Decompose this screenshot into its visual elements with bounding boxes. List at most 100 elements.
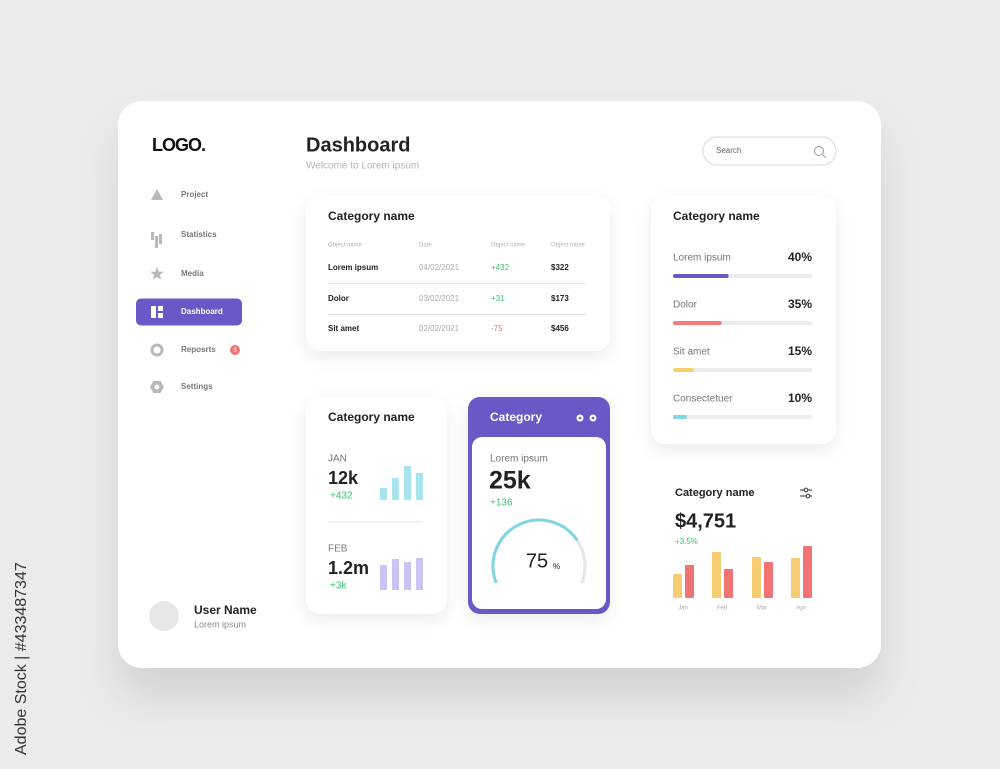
mini-bar	[416, 558, 423, 590]
nav-icon	[150, 267, 164, 280]
nav-icon	[155, 236, 158, 248]
nav-icon	[150, 343, 164, 357]
gauge-inner	[472, 437, 606, 609]
bar	[764, 562, 773, 598]
card-title: Category name	[675, 487, 754, 499]
progress-label: Lorem ipsum	[673, 253, 731, 264]
x-tick-label: Feb	[717, 606, 728, 612]
nav-label[interactable]: Dashboard	[181, 307, 223, 316]
gauge-percent: 75	[526, 550, 548, 572]
stat-change: +3k	[330, 581, 347, 592]
revenue-change: +3.5%	[675, 537, 698, 546]
watermark: Adobe Stock | #433487347	[13, 562, 30, 755]
progress-track	[673, 415, 812, 419]
nav-badge	[230, 345, 240, 355]
table-cell: 02/02/2021	[419, 324, 460, 333]
x-tick-label: Apr	[796, 606, 805, 612]
progress-label: Dolor	[673, 300, 698, 311]
nav-label[interactable]: Reposrts	[181, 345, 216, 354]
user-avatar	[149, 601, 179, 631]
table-cell: 04/02/2021	[419, 263, 460, 272]
gauge-label: Lorem ipsum	[490, 454, 548, 465]
stat-month: JAN	[328, 454, 347, 465]
bar	[685, 565, 694, 598]
card	[306, 397, 447, 614]
nav-icon	[151, 306, 156, 318]
filter-icon	[803, 487, 809, 493]
table-cell: -75	[491, 324, 503, 333]
mini-bar	[404, 562, 411, 590]
table-cell: Dolor	[328, 294, 349, 303]
nav-label[interactable]: Project	[181, 190, 208, 199]
user-subtitle: Lorem ipsum	[194, 619, 246, 629]
search-icon-handle	[822, 154, 827, 159]
stat-value: 12k	[328, 468, 359, 488]
mini-bar	[392, 478, 399, 500]
progress-fill	[673, 274, 729, 278]
card-title: Category name	[328, 410, 415, 424]
page-subtitle: Welcome to Lorem ipsum	[306, 161, 419, 172]
progress-value: 40%	[788, 250, 812, 264]
bar	[752, 557, 761, 598]
progress-value: 35%	[788, 297, 812, 311]
progress-value: 10%	[788, 391, 812, 405]
table-cell: $456	[551, 324, 569, 333]
bar	[803, 546, 812, 598]
progress-value: 15%	[788, 344, 812, 358]
bar	[724, 569, 733, 598]
nav-icon	[151, 232, 154, 240]
nav-icon	[158, 306, 163, 311]
search-icon	[813, 145, 825, 157]
gauge-unit: %	[553, 562, 560, 571]
nav-label[interactable]: Statistics	[181, 230, 217, 239]
page-title: Dashboard	[306, 134, 410, 156]
stat-value: 1.2m	[328, 558, 369, 578]
card-title: Category name	[328, 209, 415, 223]
column-header: Object name	[551, 243, 586, 249]
nav-icon	[154, 384, 160, 390]
nav-icon	[159, 234, 162, 244]
card	[306, 196, 610, 351]
stat-month: FEB	[328, 544, 348, 555]
card-title: Category name	[673, 209, 760, 223]
progress-fill	[673, 321, 722, 325]
gauge-change: +136	[490, 498, 513, 509]
gauge-arc	[491, 518, 579, 584]
x-tick-label: Jan	[678, 606, 688, 612]
progress-label: Consectetuer	[673, 394, 733, 405]
nav-active-bg[interactable]	[136, 298, 242, 326]
gauge-value: 25k	[489, 467, 531, 495]
table-cell: Sit amet	[328, 324, 359, 333]
user-name: User Name	[194, 603, 257, 617]
nav-icon	[158, 313, 163, 318]
bar	[712, 552, 721, 598]
stat-change: +432	[330, 491, 353, 502]
column-header: Object name	[491, 243, 526, 249]
progress-fill	[673, 368, 694, 372]
card-control-dot	[591, 416, 595, 420]
mini-bar	[416, 473, 423, 500]
mini-bar	[404, 466, 411, 500]
nav-label[interactable]: Media	[181, 269, 204, 278]
revenue-value: $4,751	[675, 510, 736, 532]
table-cell: Lorem ipsum	[328, 263, 378, 272]
card-title: Category	[490, 410, 542, 424]
bar	[791, 558, 800, 598]
bar	[673, 574, 682, 598]
column-header: Date	[419, 243, 432, 249]
filter-icon	[805, 493, 811, 499]
table-cell: $173	[551, 294, 569, 303]
nav-label[interactable]: Settings	[181, 382, 213, 391]
logo: LOGO.	[152, 135, 205, 155]
card-control-dot	[578, 416, 582, 420]
nav-icon	[151, 189, 163, 200]
table-cell: +31	[491, 294, 505, 303]
mini-bar	[380, 488, 387, 500]
column-header: Object name	[328, 243, 363, 249]
progress-track	[673, 368, 812, 372]
table-cell: +432	[491, 263, 510, 272]
table-cell: 03/02/2021	[419, 294, 460, 303]
search-box[interactable]	[702, 136, 837, 166]
mini-bar	[392, 559, 399, 590]
